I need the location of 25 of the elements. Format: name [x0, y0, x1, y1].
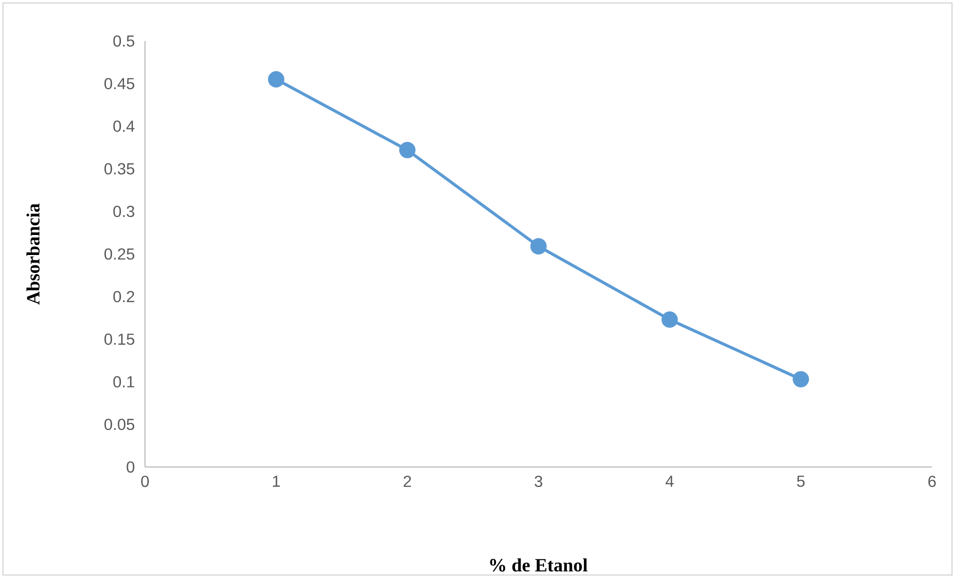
- y-tick-label: 0.35: [104, 163, 134, 174]
- point: [268, 71, 284, 88]
- y-tick-label: 0.4: [113, 120, 134, 132]
- x-tick-label: 1: [272, 476, 280, 487]
- x-tick-label: 2: [404, 476, 411, 487]
- y-tick-label: 0.1: [113, 376, 134, 388]
- y-tick-label: 0.25: [104, 248, 134, 260]
- point: [399, 142, 416, 158]
- x-tick-label: 4: [666, 476, 674, 487]
- y-tick-label: 0.2: [113, 290, 134, 302]
- y-tick-label: 0: [126, 461, 134, 473]
- point: [662, 311, 678, 328]
- x-tick-label: 3: [534, 476, 542, 488]
- x-tick-label: 0: [141, 476, 149, 488]
- point: [530, 238, 547, 254]
- y-tick-label: 0.5: [113, 35, 134, 47]
- y-tick-label: 0.45: [104, 78, 134, 90]
- x-axis-title: % de Etanol: [490, 558, 588, 572]
- y-tick-label: 0.3: [113, 206, 134, 218]
- x-tick-label: 6: [928, 476, 936, 488]
- point: [792, 371, 810, 388]
- x-tick-label: 5: [797, 476, 805, 487]
- y-tick-label: 0.05: [104, 418, 134, 430]
- y-axis-title: Absorbancia: [26, 203, 40, 305]
- y-tick-label: 0.15: [104, 334, 134, 345]
